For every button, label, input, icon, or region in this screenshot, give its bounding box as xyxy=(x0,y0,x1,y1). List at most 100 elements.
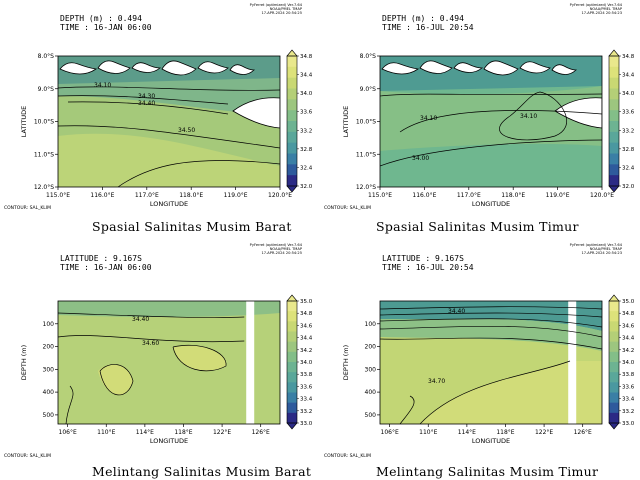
colorbar-segment xyxy=(287,56,297,68)
colorbar-label: 34.2 xyxy=(300,348,312,354)
y-axis-label: LATITUDE xyxy=(20,106,28,137)
colorbar-label: 34.8 xyxy=(622,311,635,317)
contour-label: 34.10 xyxy=(94,82,111,89)
contour-label: 34.70 xyxy=(428,378,445,385)
contour-line xyxy=(380,312,602,318)
contour-note: CONTOUR: SAL_KLIM xyxy=(324,206,372,211)
colorbar-label: 34.8 xyxy=(300,54,313,60)
contour-line xyxy=(58,125,280,149)
colorbar-segment xyxy=(609,66,619,79)
colorbar-label: 32.0 xyxy=(300,184,313,190)
x-tick-label: 115.0°E xyxy=(368,192,392,199)
x-tick-label: 119.0°E xyxy=(546,192,570,199)
chart-panel-2: DEPTH (m) : 0.494 TIME : 16-JUL 20:54 PyFe… xyxy=(320,0,640,240)
colorbar-label: 35.0 xyxy=(622,299,635,305)
colorbar-segment xyxy=(609,131,619,144)
contour-line xyxy=(58,312,245,318)
colorbar-segment xyxy=(609,362,619,373)
contour-line xyxy=(99,364,134,396)
header-line-1: LATITUDE : 9.167S xyxy=(382,254,464,263)
meta-line: PyFerret (optimized) Ver.7.64 xyxy=(249,243,302,247)
colorbar-bottom-arrow xyxy=(608,422,620,430)
contour-line xyxy=(172,344,227,372)
y-tick-label: 100 xyxy=(365,321,377,328)
x-axis-label: LONGITUDE xyxy=(472,200,510,208)
contour-line xyxy=(499,91,567,141)
x-tick-label: 116.0°E xyxy=(90,192,114,199)
colorbar-label: 34.4 xyxy=(300,73,313,79)
colorbar-segment xyxy=(287,164,297,176)
x-tick-label: 110°E xyxy=(419,429,437,436)
colorbar-label: 33.4 xyxy=(622,397,635,403)
colorbar-segment xyxy=(287,175,297,187)
y-tick-label: 12.0°S xyxy=(34,184,54,191)
contour-label: 34.40 xyxy=(132,316,149,323)
colorbar-segment xyxy=(609,121,619,133)
x-tick-label: 116.0°E xyxy=(412,192,436,199)
x-tick-label: 126°E xyxy=(252,429,270,436)
meta-line: 17-APR-2024 20:54:23 xyxy=(581,251,623,255)
colorbar-label: 34.4 xyxy=(300,336,313,342)
x-tick-label: 120.0°E xyxy=(590,192,614,199)
colorbar-label: 33.2 xyxy=(300,128,312,134)
contour-label: 34.40 xyxy=(448,308,465,315)
colorbar-label: 33.8 xyxy=(622,372,635,378)
colorbar-segment xyxy=(609,153,619,165)
colorbar-label: 34.4 xyxy=(622,73,635,79)
field-band xyxy=(380,318,602,351)
field-band xyxy=(173,345,227,371)
colorbar-label: 34.2 xyxy=(622,348,634,354)
colorbar-segment xyxy=(609,110,619,122)
x-tick-label: 106°E xyxy=(381,429,399,436)
colorbar-segment xyxy=(609,301,619,312)
y-tick-label: 11.0°S xyxy=(34,151,54,158)
y-axis-label: LATITUDE xyxy=(342,106,350,137)
colorbar-segment xyxy=(287,412,297,424)
plot-frame xyxy=(57,300,281,425)
contour-note: CONTOUR: SAL_KLIM xyxy=(4,454,52,459)
colorbar-segment xyxy=(287,88,297,100)
colorbar-label: 34.4 xyxy=(622,336,635,342)
x-tick-label: 118.0°E xyxy=(501,192,525,199)
y-tick-label: 8.0°S xyxy=(360,53,377,60)
chart-panel-4: LATITUDE : 9.167S TIME : 16-JUL 20:54 PyFe… xyxy=(320,240,640,480)
island-shape xyxy=(551,64,578,75)
colorbar-frame xyxy=(286,55,298,187)
contour-label: 34.60 xyxy=(142,340,159,347)
x-tick-label: 117.0°E xyxy=(457,192,481,199)
island-shape xyxy=(97,60,131,74)
contour-label: 34.30 xyxy=(138,93,155,100)
colorbar-segment xyxy=(609,321,619,332)
colorbar-label: 34.8 xyxy=(622,54,635,60)
colorbar-top-arrow xyxy=(286,49,298,57)
colorbar-label: 32.4 xyxy=(622,165,635,171)
x-tick-label: 119.0°E xyxy=(224,192,248,199)
colorbar-label: 34.0 xyxy=(300,360,313,366)
y-tick-label: 9.0°S xyxy=(38,86,55,93)
colorbar-label: 32.4 xyxy=(300,165,313,171)
panel-caption: Spasial Salinitas Musim Barat xyxy=(92,219,292,234)
colorbar-segment xyxy=(609,351,619,363)
contour-line xyxy=(117,160,280,187)
island-shape xyxy=(554,97,602,129)
colorbar-segment xyxy=(609,331,619,343)
x-tick-label: 118.0°E xyxy=(179,192,203,199)
chart-panel-3: LATITUDE : 9.167S TIME : 16-JAN 06:00 PyFe… xyxy=(0,240,320,480)
contour-line xyxy=(380,306,602,310)
y-tick-label: 300 xyxy=(43,366,55,373)
y-tick-label: 11.0°S xyxy=(356,151,376,158)
island-shape xyxy=(161,60,197,76)
header-line-1: LATITUDE : 9.167S xyxy=(60,254,142,263)
island-shape xyxy=(232,97,280,129)
colorbar-label: 34.0 xyxy=(622,360,635,366)
colorbar-label: 32.8 xyxy=(300,147,313,153)
y-tick-label: 9.0°S xyxy=(360,86,377,93)
plot-frame xyxy=(379,300,603,425)
colorbar-segment xyxy=(609,56,619,68)
colorbar-segment xyxy=(609,412,619,424)
header-line-2: TIME : 16-JUL 20:54 xyxy=(382,263,474,272)
x-tick-label: 106°E xyxy=(59,429,77,436)
colorbar-label: 33.6 xyxy=(300,384,313,390)
missing-data-strip xyxy=(246,301,255,424)
